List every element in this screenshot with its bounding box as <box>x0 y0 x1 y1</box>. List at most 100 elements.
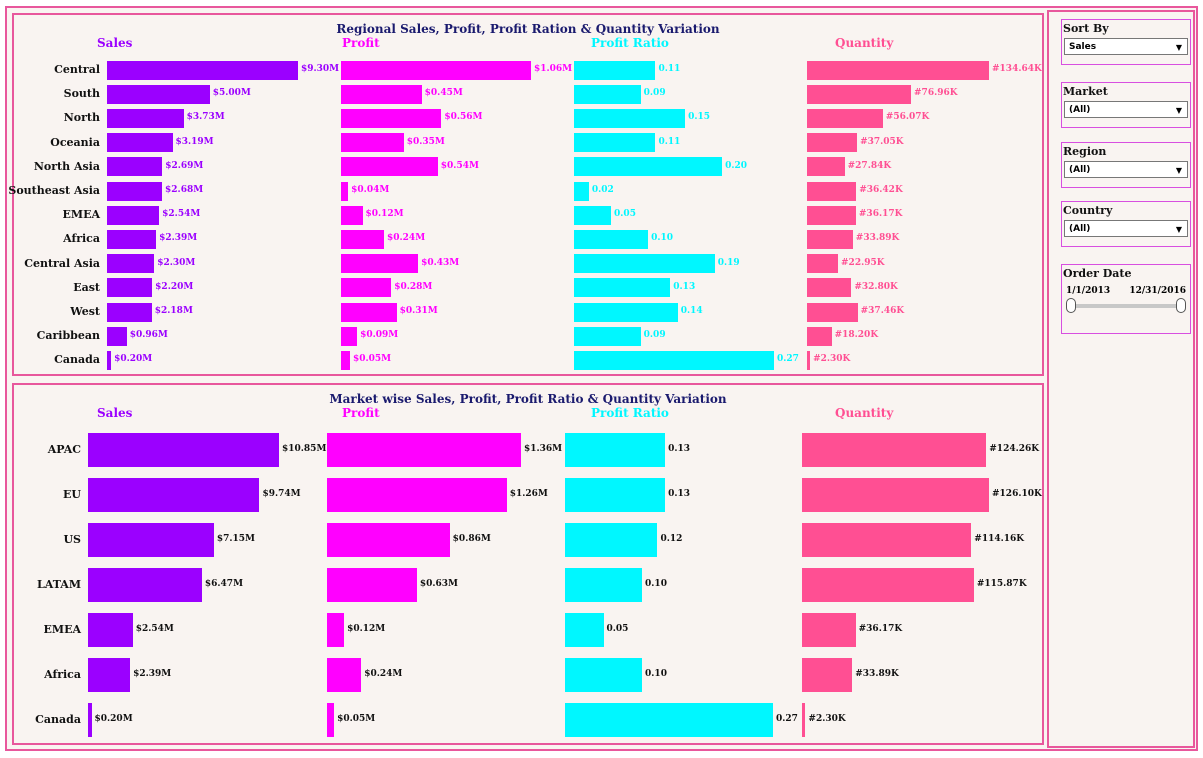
profit-bar[interactable] <box>327 658 362 692</box>
category-label: South <box>63 87 100 101</box>
sales-bar[interactable] <box>88 658 131 692</box>
country-select[interactable]: (All) ▼ <box>1064 220 1188 237</box>
profit-bar[interactable] <box>341 181 349 201</box>
ratio-bar[interactable] <box>574 157 723 177</box>
quantity-bar[interactable] <box>807 254 839 274</box>
ratio-bar[interactable] <box>574 302 678 322</box>
profit-value-label: $0.45M <box>424 88 463 99</box>
sales-bar[interactable] <box>88 613 133 647</box>
profit-bar[interactable] <box>327 478 507 512</box>
market-select[interactable]: (All) ▼ <box>1064 101 1188 118</box>
sales-bar[interactable] <box>88 703 92 737</box>
sales-bar[interactable] <box>107 326 127 346</box>
quantity-bar[interactable] <box>807 302 858 322</box>
sales-bar[interactable] <box>107 254 155 274</box>
date-slider-end-handle[interactable] <box>1176 298 1186 313</box>
sales-bar[interactable] <box>107 205 160 225</box>
quantity-value-label: #2.30K <box>813 354 851 365</box>
quantity-bar[interactable] <box>802 613 856 647</box>
ratio-bar[interactable] <box>574 133 656 153</box>
quantity-value-label: #36.17K <box>858 624 903 634</box>
sales-bar[interactable] <box>107 84 210 104</box>
quantity-bar[interactable] <box>802 478 989 512</box>
ratio-bar[interactable] <box>574 60 656 80</box>
sales-bar[interactable] <box>107 157 163 177</box>
ratio-bar[interactable] <box>574 350 774 370</box>
profit-bar[interactable] <box>327 433 521 467</box>
profit-bar[interactable] <box>327 523 450 557</box>
quantity-bar[interactable] <box>807 350 811 370</box>
quantity-bar[interactable] <box>807 60 989 80</box>
ratio-bar[interactable] <box>574 278 671 298</box>
sales-bar[interactable] <box>107 181 163 201</box>
ratio-bar[interactable] <box>574 254 715 274</box>
sales-bar[interactable] <box>107 350 112 370</box>
ratio-bar[interactable] <box>565 523 658 557</box>
category-label: East <box>73 280 100 294</box>
sales-bar[interactable] <box>107 278 153 298</box>
ratio-bar[interactable] <box>565 658 643 692</box>
quantity-bar[interactable] <box>807 229 853 249</box>
profit-value-label: $0.12M <box>365 209 404 220</box>
ratio-bar[interactable] <box>574 108 686 128</box>
ratio-bar[interactable] <box>574 84 641 104</box>
quantity-value-label: #22.95K <box>841 257 885 268</box>
category-label: Canada <box>54 353 100 367</box>
sales-bar[interactable] <box>107 229 157 249</box>
profit-bar[interactable] <box>341 157 438 177</box>
ratio-bar[interactable] <box>574 229 649 249</box>
sales-bar[interactable] <box>88 433 279 467</box>
country-filter-title: Country <box>1063 204 1113 217</box>
ratio-bar[interactable] <box>574 326 641 346</box>
quantity-bar[interactable] <box>802 658 853 692</box>
quantity-bar[interactable] <box>802 433 987 467</box>
profit-bar[interactable] <box>341 205 363 225</box>
quantity-bar[interactable] <box>807 84 912 104</box>
quantity-bar[interactable] <box>802 568 974 602</box>
chevron-down-icon: ▼ <box>1175 106 1182 115</box>
quantity-bar[interactable] <box>807 205 856 225</box>
ratio-bar[interactable] <box>565 613 604 647</box>
quantity-bar[interactable] <box>807 278 852 298</box>
date-slider-start-handle[interactable] <box>1066 298 1076 313</box>
quantity-bar[interactable] <box>807 108 883 128</box>
profit-bar[interactable] <box>327 613 345 647</box>
quantity-bar[interactable] <box>807 181 857 201</box>
quantity-value-label: #32.80K <box>854 281 898 292</box>
ratio-bar[interactable] <box>565 568 643 602</box>
profit-bar[interactable] <box>341 108 442 128</box>
quantity-bar[interactable] <box>807 133 858 153</box>
sort-by-select[interactable]: Sales ▼ <box>1064 38 1188 55</box>
sales-bar[interactable] <box>88 478 260 512</box>
profit-bar[interactable] <box>341 60 531 80</box>
quantity-bar[interactable] <box>802 523 972 557</box>
ratio-bar[interactable] <box>574 205 612 225</box>
profit-bar[interactable] <box>341 133 404 153</box>
quantity-bar[interactable] <box>807 326 832 346</box>
ratio-bar[interactable] <box>574 181 589 201</box>
profit-bar[interactable] <box>341 302 397 322</box>
category-label: US <box>63 533 81 546</box>
profit-bar[interactable] <box>341 350 350 370</box>
sales-bar[interactable] <box>107 302 152 322</box>
sales-bar[interactable] <box>107 60 298 80</box>
profit-bar[interactable] <box>341 84 422 104</box>
sales-bar[interactable] <box>88 568 202 602</box>
sales-bar[interactable] <box>107 133 173 153</box>
sales-bar[interactable] <box>88 523 214 557</box>
profit-bar[interactable] <box>327 703 335 737</box>
profit-bar[interactable] <box>341 254 419 274</box>
ratio-bar[interactable] <box>565 703 773 737</box>
profit-bar[interactable] <box>341 229 385 249</box>
quantity-bar[interactable] <box>807 157 845 177</box>
profit-bar[interactable] <box>327 568 417 602</box>
regional-panel: Regional Sales, Profit, Profit Ration & … <box>8 13 1044 376</box>
ratio-bar[interactable] <box>565 433 666 467</box>
profit-bar[interactable] <box>341 278 392 298</box>
profit-bar[interactable] <box>341 326 358 346</box>
date-range-slider[interactable] <box>1070 304 1182 308</box>
sales-bar[interactable] <box>107 108 184 128</box>
quantity-bar[interactable] <box>802 703 806 737</box>
region-select[interactable]: (All) ▼ <box>1064 161 1188 178</box>
ratio-bar[interactable] <box>565 478 666 512</box>
